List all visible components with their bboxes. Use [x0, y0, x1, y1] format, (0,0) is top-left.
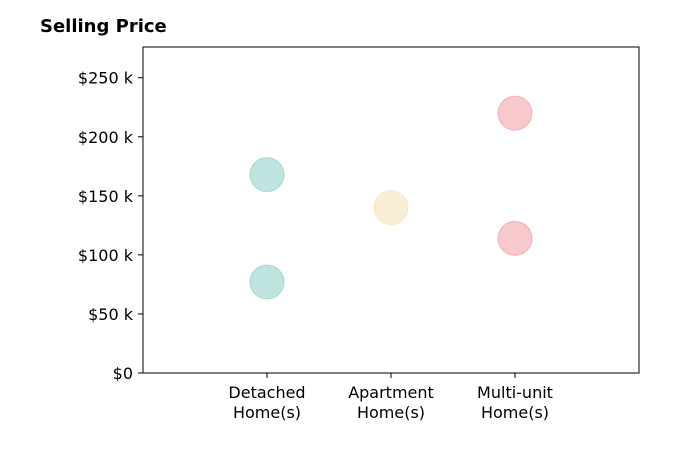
data-point	[497, 95, 533, 131]
y-tick-label: $150 k	[78, 187, 134, 206]
x-tick-label: Detached Home(s)	[228, 383, 305, 422]
y-tick-label: $250 k	[78, 69, 134, 88]
x-tick-label: Apartment Home(s)	[348, 383, 434, 422]
x-axis: Detached Home(s) Apartment Home(s) Multi-uni…	[228, 373, 553, 422]
y-axis: $0 $50 k $100 k $150 k $200 k $250 k	[78, 69, 143, 383]
data-point	[249, 264, 285, 300]
y-tick-label: $100 k	[78, 246, 134, 265]
data-point	[497, 220, 533, 256]
data-points	[249, 95, 533, 300]
data-point	[249, 157, 285, 193]
y-tick-label: $50 k	[88, 305, 134, 324]
x-tick-label: Multi-unit Home(s)	[477, 383, 553, 422]
y-tick-label: $0	[113, 364, 133, 383]
chart-title: Selling Price	[40, 16, 167, 37]
y-tick-label: $200 k	[78, 128, 134, 147]
data-point	[373, 190, 409, 226]
